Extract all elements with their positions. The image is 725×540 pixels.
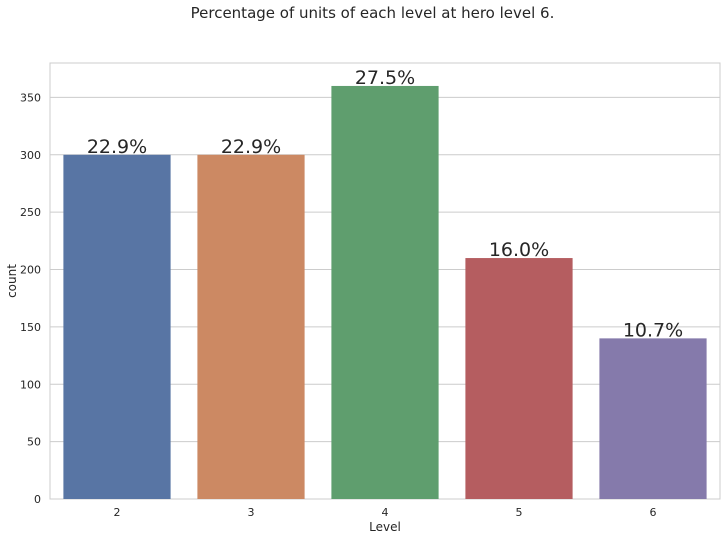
- y-axis-label: count: [5, 264, 19, 298]
- bar-level-6: [599, 338, 707, 499]
- y-tick-label: 150: [20, 321, 41, 334]
- data-label: 22.9%: [221, 136, 281, 158]
- y-tick-labels: 0 50 100 150 200 250 300 350: [20, 91, 41, 506]
- bar-level-2: [63, 154, 171, 499]
- x-axis-label: Level: [369, 520, 401, 534]
- x-tick-label: 3: [248, 506, 255, 519]
- bars: [63, 85, 707, 500]
- x-tick-labels: 2 3 4 5 6: [114, 506, 657, 519]
- data-labels: 22.9% 22.9% 27.5% 16.0% 10.7%: [87, 67, 683, 341]
- y-tick-label: 200: [20, 264, 41, 277]
- data-label: 27.5%: [355, 67, 415, 89]
- y-tick-label: 250: [20, 206, 41, 219]
- chart-title: Percentage of units of each level at her…: [190, 4, 555, 22]
- data-label: 22.9%: [87, 136, 147, 158]
- x-tick-label: 4: [382, 506, 389, 519]
- x-tick-label: 6: [650, 506, 657, 519]
- y-tick-label: 50: [27, 436, 41, 449]
- bar-level-4: [331, 85, 439, 500]
- x-tick-label: 2: [114, 506, 121, 519]
- data-label: 10.7%: [623, 319, 683, 341]
- bar-level-5: [465, 258, 573, 499]
- y-tick-label: 350: [20, 91, 41, 104]
- y-tick-label: 100: [20, 378, 41, 391]
- y-tick-label: 0: [34, 493, 41, 506]
- data-label: 16.0%: [489, 239, 549, 261]
- x-tick-label: 5: [516, 506, 523, 519]
- bar-level-3: [197, 154, 305, 499]
- y-tick-label: 300: [20, 149, 41, 162]
